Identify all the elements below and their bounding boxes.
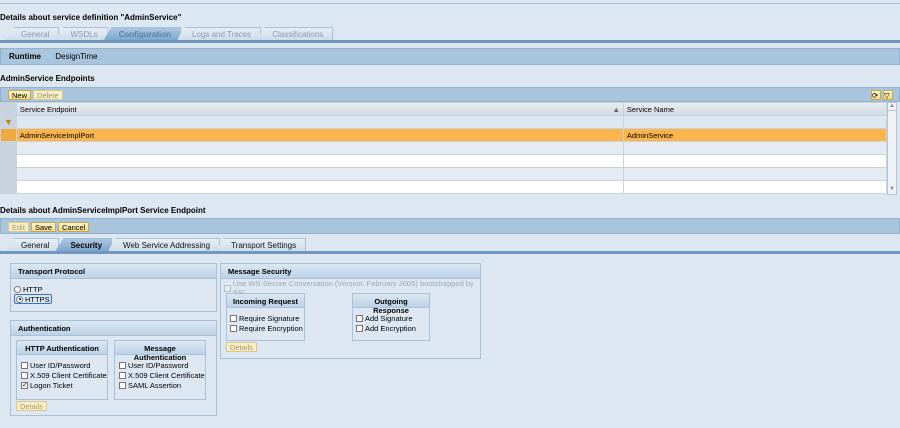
save-button[interactable]: Save <box>30 222 57 232</box>
checkbox-icon[interactable] <box>230 314 237 322</box>
table-row[interactable] <box>0 180 888 194</box>
ws-secure-checkbox[interactable]: Use WS-Secure Conversation (Version: Feb… <box>224 279 480 297</box>
transport-protocol-title: Transport Protocol <box>11 264 216 279</box>
sort-icon[interactable]: ▲ <box>612 104 620 114</box>
tab-general[interactable]: General <box>6 238 60 251</box>
checkbox-icon[interactable] <box>356 324 363 332</box>
scroll-down-icon[interactable]: ▼ <box>889 186 895 192</box>
delete-button[interactable]: Delete <box>33 90 63 100</box>
http-logon-ticket-checkbox[interactable]: ✓ Logon Ticket <box>21 380 73 390</box>
radio-selected-icon[interactable] <box>16 295 23 303</box>
add-signature-checkbox[interactable]: Add Signature <box>356 313 429 323</box>
msg-x509-checkbox[interactable]: X.509 Client Certificate <box>119 370 205 380</box>
filter-icon[interactable]: ▽ <box>883 90 893 100</box>
filter-row: ▼ <box>0 115 888 129</box>
outgoing-response-title: Outgoing Response <box>353 294 429 315</box>
top-border <box>0 0 900 4</box>
table-row[interactable] <box>0 154 888 168</box>
scroll-up-icon[interactable]: ▲ <box>888 103 896 111</box>
tab-classifications[interactable]: Classifications <box>257 27 334 40</box>
edit-button[interactable]: Edit <box>8 222 29 232</box>
http-userid-checkbox[interactable]: User ID/Password <box>21 360 107 370</box>
tab-wsdls[interactable]: WSDLs <box>55 27 108 40</box>
tab-general[interactable]: General <box>6 27 60 40</box>
message-authentication-title: Message Authentication <box>115 341 205 362</box>
msg-userid-checkbox[interactable]: User ID/Password <box>119 360 205 370</box>
tab-web-service-addressing[interactable]: Web Service Addressing <box>108 238 221 251</box>
endpoints-table: Service Endpoint ▲ Service Name ▼ AdminSe… <box>0 102 888 194</box>
details-tabs: General Security Web Service Addressing … <box>6 238 307 251</box>
checkbox-icon[interactable] <box>356 314 363 322</box>
checkbox-icon[interactable] <box>230 324 237 332</box>
column-service-endpoint[interactable]: Service Endpoint ▲ <box>15 102 624 116</box>
http-authentication-group: HTTP Authentication User ID/Password X.5… <box>16 340 108 400</box>
cancel-button[interactable]: Cancel <box>58 222 90 232</box>
tab-configuration[interactable]: Configuration <box>103 27 182 40</box>
radio-icon[interactable] <box>14 285 21 293</box>
require-signature-checkbox[interactable]: Require Signature <box>230 313 304 323</box>
table-row[interactable] <box>0 141 888 155</box>
new-button[interactable]: New <box>8 90 32 100</box>
tab-security[interactable]: Security <box>55 238 113 251</box>
table-row[interactable] <box>0 167 888 181</box>
column-service-name[interactable]: Service Name <box>622 102 888 116</box>
authentication-title: Authentication <box>11 321 216 336</box>
checkbox-disabled-icon[interactable] <box>224 284 231 292</box>
filter-icon[interactable]: ▼ <box>0 115 17 129</box>
http-radio[interactable]: HTTP <box>14 284 213 294</box>
msg-saml-checkbox[interactable]: SAML Assertion <box>119 380 205 390</box>
incoming-request-title: Incoming Request <box>227 294 304 308</box>
scrollbar[interactable]: ▲ ▼ <box>887 102 897 195</box>
checkbox-icon[interactable] <box>119 361 126 369</box>
endpoints-toolbar: New Delete ⟳ ▽ <box>0 87 900 102</box>
subnav-designtime[interactable]: DesignTime <box>55 52 98 61</box>
tab-logs-and-traces[interactable]: Logs and Traces <box>177 27 262 40</box>
auth-details-button[interactable]: Details <box>16 401 47 411</box>
http-x509-checkbox[interactable]: X.509 Client Certificate <box>21 370 107 380</box>
table-row[interactable]: AdminServiceImplPort AdminService <box>0 128 888 142</box>
msgsec-details-button[interactable]: Details <box>226 342 257 352</box>
checkbox-icon[interactable] <box>119 381 126 389</box>
page-title: Details about service definition "AdminS… <box>0 13 182 22</box>
tab-underline <box>0 40 900 43</box>
https-radio[interactable]: HTTPS <box>14 294 52 304</box>
details-title: Details about AdminServiceImplPort Servi… <box>0 206 206 215</box>
endpoints-title: AdminService Endpoints <box>0 74 95 83</box>
details-toolbar: Edit Save Cancel <box>0 218 900 234</box>
message-security-panel: Message Security Use WS-Secure Conversat… <box>220 263 481 359</box>
tab-transport-settings[interactable]: Transport Settings <box>216 238 307 251</box>
checkbox-icon[interactable] <box>119 371 126 379</box>
http-authentication-title: HTTP Authentication <box>17 341 107 355</box>
transport-protocol-panel: Transport Protocol HTTP HTTPS <box>10 263 217 312</box>
message-authentication-group: Message Authentication User ID/Password … <box>114 340 206 400</box>
subnav-runtime[interactable]: Runtime <box>9 52 41 61</box>
message-security-title: Message Security <box>221 264 480 279</box>
subnav-bar: Runtime DesignTime <box>0 48 900 65</box>
outgoing-response-group: Outgoing Response Add Signature Add Encr… <box>352 293 430 341</box>
refresh-icon[interactable]: ⟳ <box>871 90 881 100</box>
require-encryption-checkbox[interactable]: Require Encryption <box>230 323 304 333</box>
incoming-request-group: Incoming Request Require Signature Requi… <box>226 293 305 341</box>
table-header: Service Endpoint ▲ Service Name <box>0 102 888 116</box>
checkbox-icon[interactable] <box>21 361 28 369</box>
authentication-panel: Authentication HTTP Authentication User … <box>10 320 217 416</box>
main-tabs: General WSDLs Configuration Logs and Tra… <box>6 27 334 40</box>
details-tab-underline <box>0 251 900 254</box>
checkbox-checked-icon[interactable]: ✓ <box>21 381 28 389</box>
add-encryption-checkbox[interactable]: Add Encryption <box>356 323 429 333</box>
checkbox-icon[interactable] <box>21 371 28 379</box>
